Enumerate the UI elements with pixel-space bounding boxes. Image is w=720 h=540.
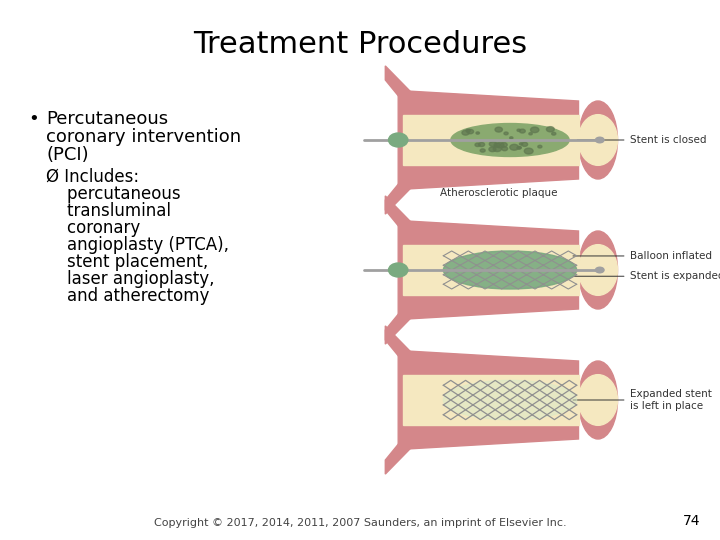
Ellipse shape (510, 137, 513, 139)
Ellipse shape (444, 251, 577, 289)
Ellipse shape (595, 267, 604, 273)
Text: stent placement,: stent placement, (46, 253, 208, 271)
Ellipse shape (538, 145, 542, 148)
Text: Expanded stent
is left in place: Expanded stent is left in place (573, 389, 711, 411)
Polygon shape (385, 66, 420, 101)
Text: coronary intervention: coronary intervention (46, 128, 241, 146)
Ellipse shape (546, 127, 554, 132)
Polygon shape (385, 309, 420, 344)
Ellipse shape (524, 148, 533, 154)
Ellipse shape (578, 114, 618, 165)
Ellipse shape (502, 147, 508, 151)
Ellipse shape (578, 245, 618, 295)
Text: transluminal: transluminal (46, 202, 171, 220)
Ellipse shape (494, 143, 500, 147)
Ellipse shape (476, 132, 480, 134)
Ellipse shape (496, 143, 504, 148)
Ellipse shape (475, 143, 480, 146)
Ellipse shape (517, 147, 521, 149)
Ellipse shape (595, 137, 604, 143)
Ellipse shape (529, 133, 532, 135)
Text: percutaneous: percutaneous (46, 185, 181, 203)
Polygon shape (398, 350, 578, 449)
Text: Stent is expanded: Stent is expanded (573, 271, 720, 281)
Ellipse shape (479, 143, 485, 146)
Polygon shape (385, 179, 420, 214)
Ellipse shape (490, 141, 497, 146)
Ellipse shape (517, 129, 521, 131)
Polygon shape (402, 375, 578, 426)
Ellipse shape (518, 146, 521, 148)
Ellipse shape (444, 380, 577, 420)
Ellipse shape (495, 127, 503, 132)
Ellipse shape (462, 130, 469, 135)
Ellipse shape (451, 124, 569, 157)
Polygon shape (398, 220, 578, 320)
Text: •: • (28, 110, 39, 128)
Polygon shape (385, 439, 420, 474)
Polygon shape (402, 114, 578, 165)
Ellipse shape (489, 147, 496, 152)
Ellipse shape (552, 132, 556, 135)
Text: 74: 74 (683, 514, 700, 528)
Text: coronary: coronary (46, 219, 140, 237)
Text: Percutaneous: Percutaneous (46, 110, 168, 128)
Ellipse shape (389, 133, 408, 147)
Text: Treatment Procedures: Treatment Procedures (193, 30, 527, 59)
Text: Balloon inflated: Balloon inflated (573, 251, 711, 261)
Ellipse shape (531, 127, 539, 133)
Text: angioplasty (PTCA),: angioplasty (PTCA), (46, 236, 229, 254)
Ellipse shape (519, 129, 526, 133)
Ellipse shape (504, 132, 508, 135)
Text: Stent is closed: Stent is closed (577, 135, 706, 145)
Ellipse shape (493, 146, 501, 152)
Ellipse shape (578, 361, 618, 439)
Polygon shape (385, 326, 420, 361)
Text: Copyright © 2017, 2014, 2011, 2007 Saunders, an imprint of Elsevier Inc.: Copyright © 2017, 2014, 2011, 2007 Saund… (153, 518, 567, 528)
Polygon shape (402, 245, 578, 295)
Text: and atherectomy: and atherectomy (46, 287, 210, 305)
Ellipse shape (510, 144, 518, 150)
Text: laser angioplasty,: laser angioplasty, (46, 270, 215, 288)
Ellipse shape (466, 129, 470, 132)
Ellipse shape (578, 231, 618, 309)
Ellipse shape (467, 130, 474, 134)
Ellipse shape (389, 263, 408, 277)
Ellipse shape (578, 101, 618, 179)
Ellipse shape (480, 149, 485, 152)
Ellipse shape (578, 375, 618, 426)
Text: Ø Includes:: Ø Includes: (46, 168, 139, 186)
Ellipse shape (500, 143, 507, 147)
Ellipse shape (519, 143, 523, 145)
Text: Atherosclerotic plaque: Atherosclerotic plaque (441, 188, 558, 198)
Text: (PCI): (PCI) (46, 146, 89, 164)
Ellipse shape (521, 143, 528, 146)
Polygon shape (385, 196, 420, 231)
Polygon shape (398, 91, 578, 190)
